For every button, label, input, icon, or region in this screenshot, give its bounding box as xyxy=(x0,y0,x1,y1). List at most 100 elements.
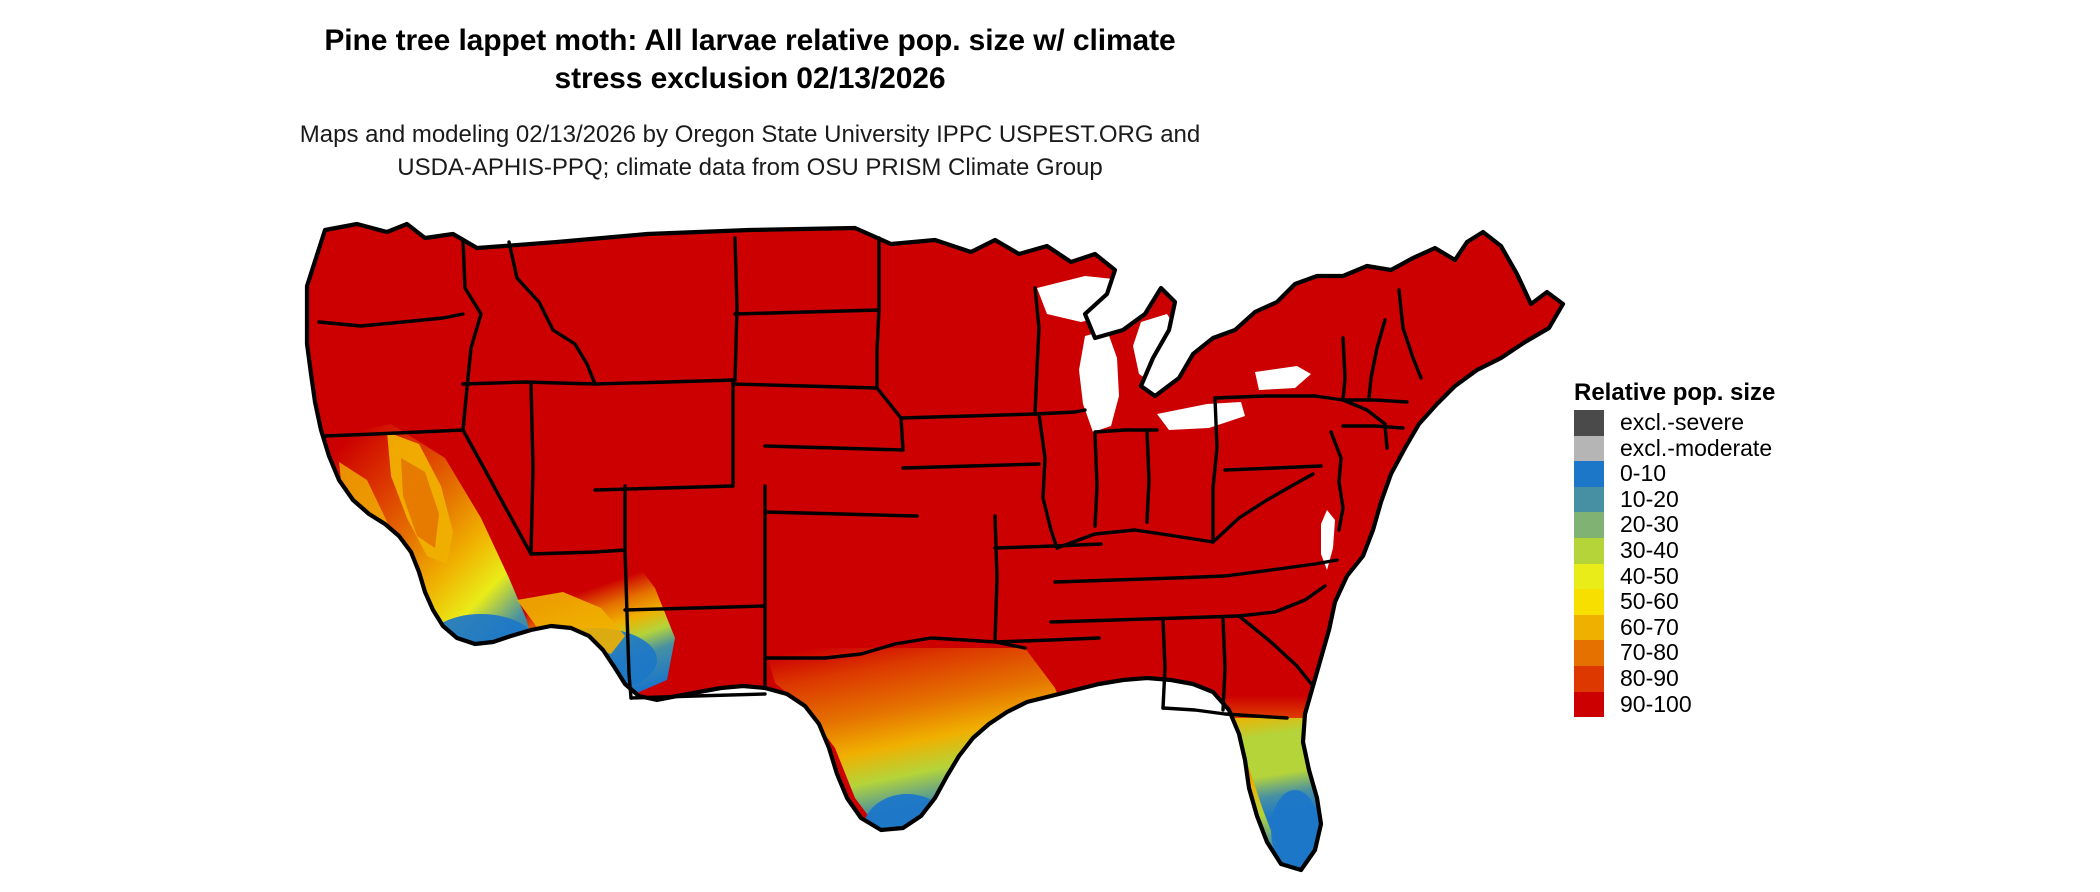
border-oh-mi xyxy=(1093,428,1159,434)
lake-michigan xyxy=(1079,330,1119,432)
border-in-oh xyxy=(1145,428,1151,524)
border-id-mt xyxy=(507,240,597,386)
legend-row: 70-80 xyxy=(1574,640,1775,666)
border-ok-ar xyxy=(993,514,999,644)
border-co-nm xyxy=(623,604,767,612)
border-al-ga xyxy=(1221,616,1227,712)
border-nd-sd xyxy=(733,308,881,316)
border-ct-ri xyxy=(1383,424,1389,450)
border-va-nc xyxy=(1223,558,1339,578)
border-ny-vt xyxy=(1341,336,1347,402)
legend-row: 50-60 xyxy=(1574,589,1775,615)
legend-label: 80-90 xyxy=(1620,664,1679,691)
legend-label: 20-30 xyxy=(1620,511,1679,538)
border-vt-nh xyxy=(1367,318,1387,400)
border-ny-ne xyxy=(1313,394,1387,426)
border-or-ca xyxy=(323,428,465,438)
legend-row: excl.-moderate xyxy=(1574,434,1775,462)
border-mn-ia xyxy=(899,412,1037,420)
legend-color-swatch xyxy=(1574,614,1604,641)
border-wa-or xyxy=(317,312,465,328)
ridge-transverse xyxy=(517,592,625,654)
band-texas xyxy=(765,648,1075,858)
border-nc-sc xyxy=(1237,584,1327,618)
border-gulf-fl xyxy=(1161,706,1289,720)
border-oh-pa xyxy=(1211,396,1219,544)
border-pa-ny xyxy=(1213,394,1317,400)
border-wy-co xyxy=(593,484,735,492)
legend-color-swatch xyxy=(1574,537,1604,564)
title-line-1: Pine tree lappet moth: All larvae relati… xyxy=(324,24,1176,57)
lake-ontario xyxy=(1255,366,1311,390)
border-ia-mo xyxy=(901,462,1041,470)
legend-row: 20-30 xyxy=(1574,512,1775,538)
border-il-west xyxy=(1037,412,1059,550)
border-mt-wy xyxy=(593,378,737,386)
border-tn-south xyxy=(1049,614,1241,624)
border-nm-south xyxy=(629,692,767,700)
legend-color-swatch xyxy=(1574,512,1604,538)
legend-row: 60-70 xyxy=(1574,613,1775,641)
border-pa-md xyxy=(1223,464,1323,472)
core-south-florida xyxy=(1271,790,1319,870)
border-nm-tx xyxy=(763,604,827,688)
border-wv-va xyxy=(1211,472,1315,544)
border-nj xyxy=(1329,430,1343,484)
legend-title: Relative pop. size xyxy=(1574,379,1776,406)
legend-label: 30-40 xyxy=(1620,536,1679,563)
legend-color-swatch xyxy=(1574,589,1604,615)
legend-label: excl.-severe xyxy=(1620,409,1744,435)
title-line-2: stress exclusion 02/13/2026 xyxy=(554,62,946,95)
legend-label: excl.-moderate xyxy=(1620,434,1773,461)
legend-color-swatch xyxy=(1574,410,1604,436)
border-nv-ut xyxy=(529,382,535,556)
legend-color-swatch xyxy=(1574,563,1604,590)
border-ky-tn xyxy=(1053,574,1227,584)
lake-superior xyxy=(1037,276,1137,322)
border-mn-wi xyxy=(1033,286,1041,416)
page-subtitle: Maps and modeling 02/13/2026 by Oregon S… xyxy=(0,118,1500,184)
legend-color-swatch xyxy=(1574,665,1604,692)
ridge-sierra-core xyxy=(401,458,439,548)
legend-row: 0-10 xyxy=(1574,461,1775,487)
lake-erie xyxy=(1157,402,1245,430)
legend-label: 60-70 xyxy=(1620,613,1679,640)
border-ut-az xyxy=(529,548,627,556)
border-mt-dakota xyxy=(733,236,739,382)
legend-rows: excl.-severe excl.-moderate 0-10 10-20 20-30… xyxy=(1574,409,1775,718)
legend-color-swatch xyxy=(1574,461,1604,487)
legend-color-swatch xyxy=(1574,435,1604,462)
state-boundaries xyxy=(304,221,1566,873)
border-ne-ks xyxy=(763,444,905,452)
border-il-in xyxy=(1093,432,1099,528)
legend-label: 0-10 xyxy=(1620,460,1667,487)
border-az-nm xyxy=(623,548,633,700)
legend-row: 30-40 xyxy=(1574,536,1775,564)
legend: Relative pop. size excl.-severe excl.-mod… xyxy=(1574,379,1776,718)
choropleth-map xyxy=(295,218,1585,878)
border-ma-ct xyxy=(1341,424,1405,430)
legend-label: 90-100 xyxy=(1620,690,1692,717)
border-ar-la xyxy=(993,636,1101,644)
legend-row: 80-90 xyxy=(1574,664,1775,692)
legend-row: 90-100 xyxy=(1574,690,1775,718)
legend-label: 40-50 xyxy=(1620,562,1679,589)
legend-color-swatch xyxy=(1574,486,1604,513)
page-title: Pine tree lappet moth: All larvae relati… xyxy=(0,22,1500,98)
border-wi-il xyxy=(1033,408,1087,416)
legend-label: 70-80 xyxy=(1620,639,1679,666)
legend-color-swatch xyxy=(1574,640,1604,666)
map-svg xyxy=(304,221,1566,873)
border-sd-ne xyxy=(731,382,879,390)
legend-row: excl.-severe xyxy=(1574,409,1775,436)
border-ma-north xyxy=(1341,398,1409,404)
border-ms-al xyxy=(1161,618,1167,710)
legend-color-swatch xyxy=(1574,691,1604,718)
border-nh-me xyxy=(1397,288,1423,380)
legend-label: 10-20 xyxy=(1620,485,1679,512)
border-plains-east xyxy=(875,236,905,452)
core-south-texas xyxy=(863,794,951,866)
national-outline xyxy=(304,221,1566,873)
legend-row: 10-20 xyxy=(1574,485,1775,513)
